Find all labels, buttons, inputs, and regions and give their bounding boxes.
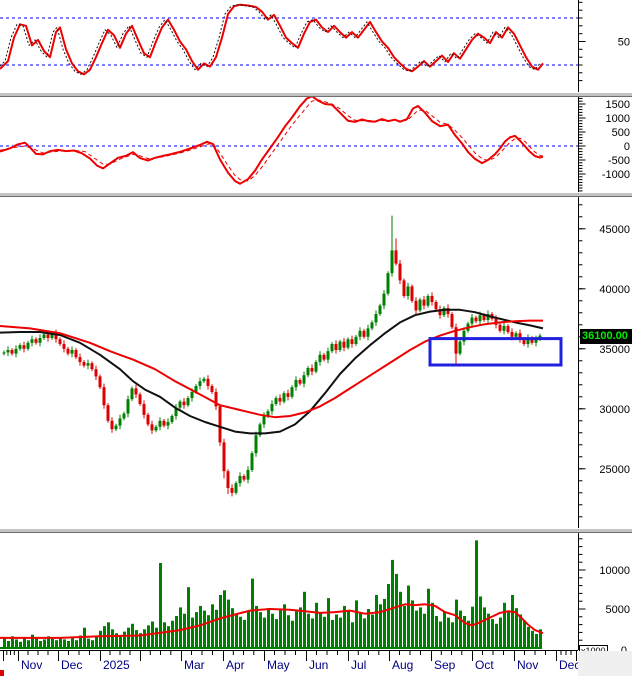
- candlestick-series: [2, 215, 542, 497]
- y-axis-tick-label: 40000: [599, 284, 630, 296]
- time-axis-month-label: 2025: [103, 658, 130, 672]
- y-axis-tick-label: 45000: [599, 224, 630, 236]
- y-axis-tick-label: -500: [608, 155, 630, 167]
- volume-bars: [0, 540, 542, 649]
- last-price-label: 36100.00: [580, 329, 632, 344]
- y-axis-tick-label: 0: [624, 141, 630, 153]
- y-axis-tick-label: 50: [618, 37, 630, 49]
- price-candlestick-y-axis[interactable]: 45000 40000 35000 30000 25000: [578, 197, 631, 528]
- macd-indicator-y-axis[interactable]: 1500 1000 500 0 -500 -1000: [578, 97, 631, 192]
- price-candlestick-panel[interactable]: [0, 215, 563, 497]
- bottom-right-corner: [578, 651, 632, 676]
- stochastic-signal-dashed: [0, 4, 541, 75]
- last-price-value: 36100.00: [582, 330, 628, 342]
- y-axis-tick-label: 35000: [599, 344, 630, 356]
- volume-moving-average-red: [0, 603, 544, 639]
- panel-splitter-1[interactable]: [0, 92, 632, 97]
- stochastic-oscillator-panel[interactable]: [0, 3, 578, 76]
- time-axis-month-label: Mar: [184, 658, 205, 672]
- time-axis-month-label: Aug: [392, 658, 413, 672]
- y-axis-tick-label: 5000: [606, 604, 630, 616]
- y-axis-tick-label: 500: [612, 127, 630, 139]
- red-edge-artifact: [0, 670, 4, 676]
- time-axis-month-label: Sep: [434, 658, 456, 672]
- y-axis-tick-label: 1500: [606, 99, 630, 111]
- time-axis-month-label: Jul: [351, 658, 366, 672]
- y-axis-tick-label: 30000: [599, 404, 630, 416]
- moving-average-black: [0, 308, 544, 435]
- trading-range-annotation: [428, 337, 563, 367]
- stochastic-main-line: [0, 3, 544, 76]
- y-axis-tick-label: 25000: [599, 464, 630, 476]
- time-axis-month-label: Oct: [475, 658, 494, 672]
- stochastic-oscillator-y-axis[interactable]: 50: [578, 0, 631, 92]
- time-axis-month-label: Nov: [517, 658, 538, 672]
- time-axis-month-label: May: [267, 658, 290, 672]
- macd-indicator-panel[interactable]: [0, 95, 578, 185]
- volume-panel[interactable]: [0, 540, 544, 649]
- time-axis-month-label: Jun: [309, 658, 328, 672]
- y-axis-tick-label: -1000: [602, 169, 630, 181]
- volume-y-axis[interactable]: 10000 5000: [578, 533, 631, 650]
- macd-signal-dashed: [0, 99, 544, 182]
- time-axis-month-label: Dec: [61, 658, 82, 672]
- moving-average-red: [0, 319, 543, 419]
- volume-zero-label: 0: [621, 645, 630, 657]
- time-axis[interactable]: Nov Dec 2025 Mar Apr May Jun Jul Aug Sep Oct Nov Dec: [0, 650, 580, 672]
- panel-splitter-3[interactable]: [0, 528, 632, 533]
- time-axis-month-label: Nov: [21, 658, 42, 672]
- time-axis-month-label: Apr: [226, 658, 245, 672]
- macd-main-line: [0, 95, 544, 185]
- panel-splitter-2[interactable]: [0, 192, 632, 197]
- y-axis-tick-label: 10000: [599, 565, 630, 577]
- time-axis-month-label: Dec: [559, 658, 580, 672]
- y-axis-tick-label: 1000: [606, 113, 630, 125]
